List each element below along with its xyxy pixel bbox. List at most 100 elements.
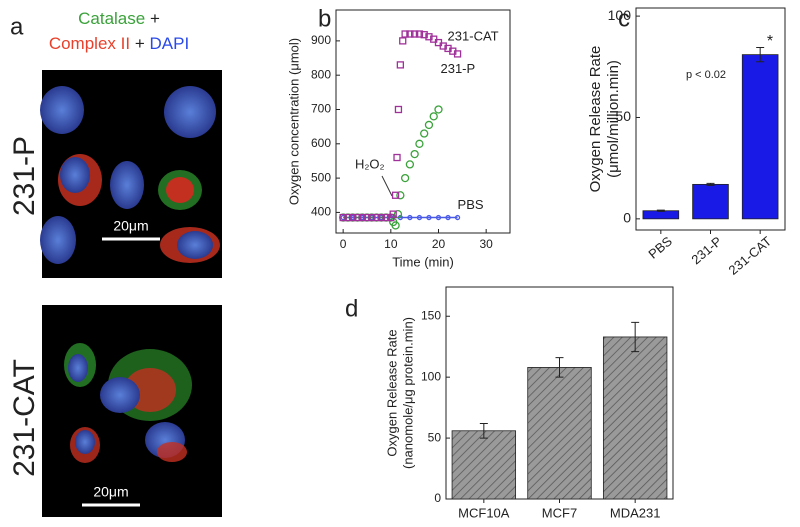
point xyxy=(363,213,371,222)
bar xyxy=(642,210,680,220)
point xyxy=(407,214,413,221)
y-axis-label: Oxygen Release Rate xyxy=(587,46,604,193)
point xyxy=(415,30,424,38)
point xyxy=(420,129,429,138)
x-tick-label: 30 xyxy=(479,237,493,251)
image-label: 231-CAT xyxy=(8,359,41,477)
x-tick-label: MDA231 xyxy=(610,505,661,520)
point xyxy=(434,105,443,114)
point xyxy=(389,210,397,218)
point xyxy=(445,214,451,221)
point xyxy=(353,213,362,222)
error-bar xyxy=(756,47,765,63)
point xyxy=(393,209,403,219)
annotation: H₂O₂ xyxy=(355,156,385,171)
point xyxy=(416,214,423,221)
panel-label: c xyxy=(618,5,630,32)
panel-label: a xyxy=(10,13,24,40)
stain-legend: Catalase + xyxy=(78,9,160,28)
bar xyxy=(692,183,729,220)
y-tick-label: 0 xyxy=(434,491,441,505)
point xyxy=(410,149,419,159)
point xyxy=(396,61,405,69)
y-axis-label: (nanomole/μg protein.min) xyxy=(400,317,415,469)
series-label: 231-P xyxy=(440,61,475,76)
point xyxy=(391,191,400,199)
error-bar xyxy=(555,357,564,378)
point xyxy=(420,31,428,39)
x-tick-label: PBS xyxy=(645,233,675,261)
bar xyxy=(451,430,517,500)
point xyxy=(399,37,407,45)
x-tick-label: 10 xyxy=(384,237,398,251)
y-tick-label: 150 xyxy=(421,308,441,322)
panel-label: d xyxy=(345,295,358,322)
y-tick-label: 700 xyxy=(311,102,331,116)
plot-frame xyxy=(335,9,511,234)
y-tick-label: 900 xyxy=(311,33,331,47)
annotation-arrow xyxy=(381,175,393,197)
x-tick-label: 20 xyxy=(432,237,446,251)
point xyxy=(411,30,419,38)
y-tick-label: 500 xyxy=(311,170,331,184)
significance-mark: * xyxy=(767,33,773,50)
stain-catalase: Catalase xyxy=(78,9,145,28)
point xyxy=(429,112,438,121)
y-axis-label: Oxygen concentration (μmol) xyxy=(286,38,301,205)
point xyxy=(358,213,366,222)
y-tick-label: 100 xyxy=(421,369,441,383)
error-bar xyxy=(706,182,715,186)
point xyxy=(454,214,461,221)
point xyxy=(406,30,414,38)
point xyxy=(453,50,462,58)
y-tick-label: 400 xyxy=(311,205,331,219)
y-tick-label: 50 xyxy=(615,108,631,124)
micrograph xyxy=(42,305,222,517)
plus: + xyxy=(150,9,160,28)
bar xyxy=(527,367,592,500)
bar xyxy=(741,54,779,220)
x-tick-label: MCF7 xyxy=(542,505,577,520)
series-label: 231-CAT xyxy=(448,28,499,43)
stain-legend: Complex II + DAPI xyxy=(49,34,189,53)
error-bar xyxy=(479,422,488,439)
point xyxy=(396,191,405,200)
x-tick-label: 0 xyxy=(340,237,347,251)
annotation: p < 0.02 xyxy=(686,69,726,81)
y-axis-label: Oxygen Release Rate xyxy=(384,329,399,456)
point xyxy=(372,213,381,222)
point xyxy=(401,30,409,38)
series-label: PBS xyxy=(458,197,484,212)
y-tick-label: 100 xyxy=(608,7,632,23)
y-tick-label: 50 xyxy=(428,430,442,444)
point xyxy=(405,160,415,169)
point xyxy=(377,213,385,222)
point xyxy=(391,221,400,230)
micrograph xyxy=(40,70,222,278)
point xyxy=(339,213,347,222)
point xyxy=(424,120,434,130)
y-tick-label: 800 xyxy=(311,67,331,81)
error-bar xyxy=(631,321,640,353)
stain-dapi: DAPI xyxy=(149,34,189,53)
x-tick-label: 231-CAT xyxy=(726,233,775,277)
point xyxy=(349,213,357,222)
point xyxy=(393,153,401,162)
scale-bar-label: 20μm xyxy=(113,218,148,234)
point xyxy=(426,214,432,221)
x-tick-label: MCF10A xyxy=(458,505,510,520)
panel-label: b xyxy=(318,5,331,32)
point xyxy=(344,213,352,222)
point xyxy=(435,214,442,221)
point xyxy=(368,213,376,222)
point xyxy=(394,105,403,114)
point xyxy=(382,213,390,222)
y-axis-label: (μmol/million.min) xyxy=(605,60,622,178)
image-label: 231-P xyxy=(8,136,41,216)
y-tick-label: 600 xyxy=(311,136,331,150)
x-axis-label: Time (min) xyxy=(392,254,454,269)
error-bar xyxy=(656,209,665,212)
scale-bar-label: 20μm xyxy=(93,484,128,500)
plus: + xyxy=(135,34,145,53)
